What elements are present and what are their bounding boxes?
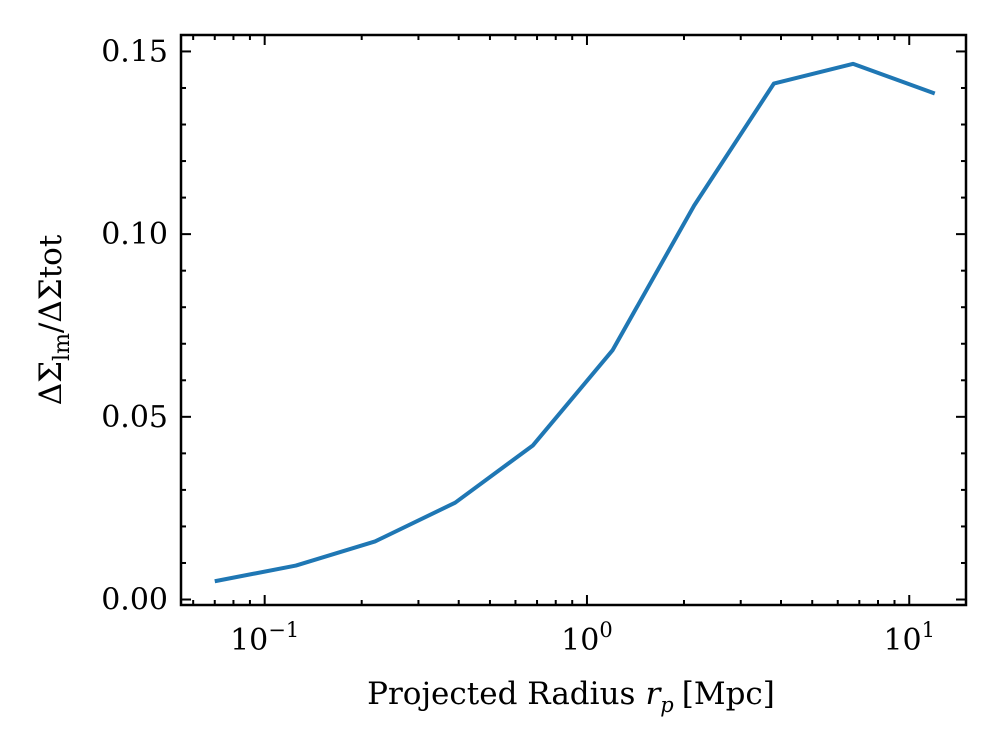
x-axis-label-text: Projected Radius <box>367 676 635 712</box>
x-tick-label-exponent: 1 <box>922 618 935 642</box>
x-tick-label-base: 10 <box>883 623 921 658</box>
y-tick-label: 0.15 <box>101 34 168 69</box>
y-tick-label: 0.10 <box>101 217 168 252</box>
plot-frame <box>179 33 968 607</box>
y-tick-label: 0.05 <box>101 400 168 435</box>
x-tick-label: 100 <box>561 618 613 658</box>
x-axis-label-symbol-subscript: p <box>660 693 673 717</box>
y-tick-label: 0.00 <box>101 583 168 618</box>
y-axis-label: ΔΣlm/ΔΣtot <box>33 234 75 405</box>
x-tick-label: 10−1 <box>230 618 299 658</box>
y-axis-label-denominator: ΔΣtot <box>33 234 69 322</box>
series-line-0 <box>214 61 936 584</box>
y-axis-label-slash: / <box>33 322 69 333</box>
x-tick-label: 101 <box>883 618 935 658</box>
y-axis-label-subscript: lm <box>50 333 75 361</box>
x-tick-label-base: 10 <box>561 623 599 658</box>
y-axis-label-delta: Δ <box>33 383 69 405</box>
x-axis-label-unit: [Mpc] <box>682 676 775 712</box>
x-tick-label-base: 10 <box>230 623 268 658</box>
x-tick-label-exponent: 0 <box>599 618 612 642</box>
x-axis-label-symbol: r <box>645 676 662 712</box>
y-axis-label-sigma: Σ <box>33 361 69 383</box>
x-tick-label-exponent: −1 <box>268 618 299 642</box>
x-axis-label: Projected Radius rp [Mpc] <box>367 676 775 717</box>
plot-marks <box>214 61 936 584</box>
